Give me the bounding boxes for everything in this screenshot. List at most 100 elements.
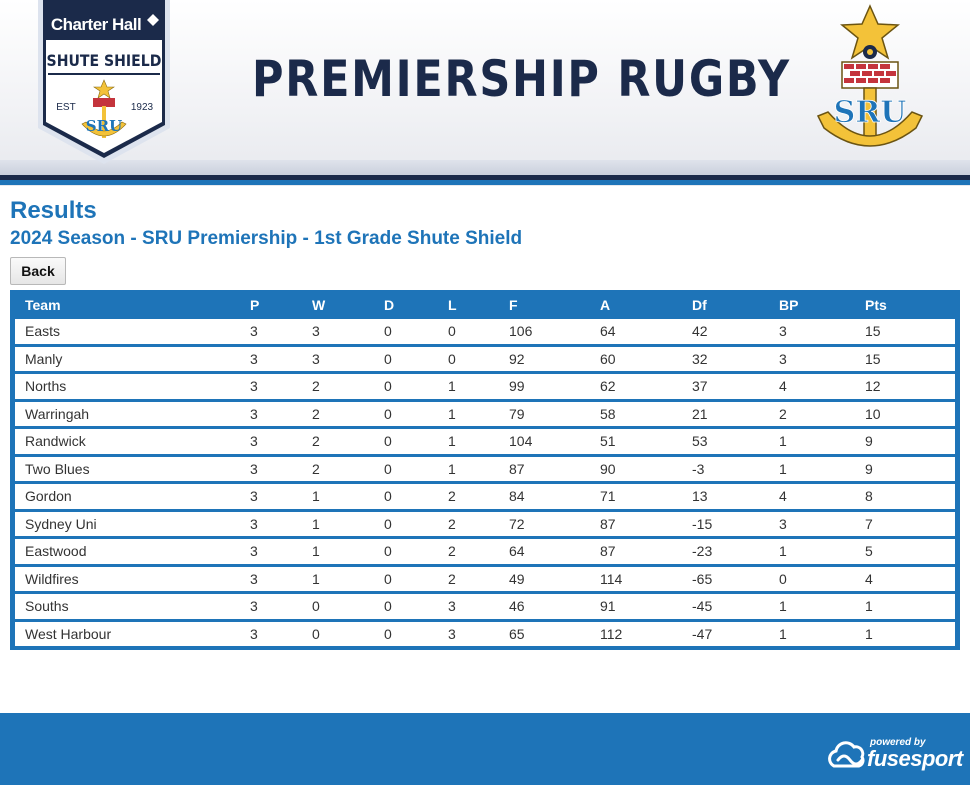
cell-pts: 15	[865, 319, 955, 344]
cell-bp: 4	[779, 484, 865, 509]
cell-w: 1	[312, 566, 384, 591]
cell-d: 0	[384, 401, 448, 426]
cell-bp: 4	[779, 374, 865, 399]
cell-pts: 10	[865, 401, 955, 426]
cell-bp: 1	[779, 429, 865, 454]
table-row: Manly 3 3 0 0 92 60 32 3 15	[15, 346, 955, 371]
cell-df: -45	[692, 594, 779, 619]
cell-p: 3	[250, 511, 312, 536]
cell-w: 1	[312, 511, 384, 536]
cell-bp: 2	[779, 401, 865, 426]
cell-df: 32	[692, 346, 779, 371]
table-row: Randwick 3 2 0 1 104 51 53 1 9	[15, 429, 955, 454]
cell-p: 3	[250, 346, 312, 371]
cell-f: 65	[509, 621, 600, 646]
column-header-l: L	[448, 297, 457, 313]
table-row: Wildfires 3 1 0 2 49 114 -65 0 4	[15, 566, 955, 591]
cell-p: 3	[250, 566, 312, 591]
column-header-a: A	[600, 297, 611, 313]
cell-f: 104	[509, 429, 600, 454]
cell-a: 71	[600, 484, 692, 509]
cell-pts: 1	[865, 594, 955, 619]
results-table: Team P W D L F A Df BP Pts Easts 3 3 0 0 106 64 42 3 15 Man…	[15, 291, 955, 649]
cell-bp: 1	[779, 456, 865, 481]
cell-df: 42	[692, 319, 779, 344]
table-row: Easts 3 3 0 0 106 64 42 3 15	[15, 319, 955, 344]
banner-stripe-light	[0, 160, 970, 176]
cell-a: 64	[600, 319, 692, 344]
badge-org-text: SRU	[86, 117, 122, 135]
cell-f: 84	[509, 484, 600, 509]
cell-l: 3	[448, 621, 509, 646]
cell-df: 13	[692, 484, 779, 509]
cell-bp: 1	[779, 539, 865, 564]
page-title: Results	[10, 197, 97, 224]
cell-team: Easts	[15, 319, 250, 344]
cell-df: -47	[692, 621, 779, 646]
cell-d: 0	[384, 511, 448, 536]
cell-p: 3	[250, 456, 312, 481]
cell-f: 87	[509, 456, 600, 481]
page-subtitle: 2024 Season - SRU Premiership - 1st Grad…	[10, 228, 523, 249]
cell-team: Norths	[15, 374, 250, 399]
column-header-df: Df	[692, 297, 707, 313]
column-header-bp: BP	[779, 297, 799, 313]
cell-w: 3	[312, 319, 384, 344]
cell-a: 87	[600, 539, 692, 564]
cell-pts: 7	[865, 511, 955, 536]
table-row: Sydney Uni 3 1 0 2 72 87 -15 3 7	[15, 511, 955, 536]
cell-f: 46	[509, 594, 600, 619]
footer-powered-by: powered by	[870, 737, 926, 748]
cell-a: 60	[600, 346, 692, 371]
cell-team: Manly	[15, 346, 250, 371]
fusesport-cloud-icon	[828, 741, 865, 768]
cell-pts: 12	[865, 374, 955, 399]
cell-df: -3	[692, 456, 779, 481]
cell-p: 3	[250, 539, 312, 564]
cell-l: 2	[448, 566, 509, 591]
cell-team: Warringah	[15, 401, 250, 426]
cell-l: 2	[448, 511, 509, 536]
cell-w: 2	[312, 401, 384, 426]
table-header-row: Team P W D L F A Df BP Pts	[15, 294, 955, 316]
cell-l: 0	[448, 346, 509, 371]
cell-pts: 9	[865, 429, 955, 454]
cell-pts: 8	[865, 484, 955, 509]
cell-pts: 5	[865, 539, 955, 564]
footer-brand: fusesport	[867, 746, 963, 771]
cell-d: 0	[384, 484, 448, 509]
cell-a: 90	[600, 456, 692, 481]
cell-w: 0	[312, 594, 384, 619]
cell-bp: 3	[779, 346, 865, 371]
cell-l: 1	[448, 401, 509, 426]
cell-team: Sydney Uni	[15, 511, 250, 536]
cell-df: 53	[692, 429, 779, 454]
column-header-f: F	[509, 297, 518, 313]
cell-team: Gordon	[15, 484, 250, 509]
cell-d: 0	[384, 456, 448, 481]
cell-a: 58	[600, 401, 692, 426]
column-header-w: W	[312, 297, 326, 313]
cell-l: 0	[448, 319, 509, 344]
cell-df: 21	[692, 401, 779, 426]
table-row: Norths 3 2 0 1 99 62 37 4 12	[15, 374, 955, 399]
cell-d: 0	[384, 594, 448, 619]
sru-logo-text: SRU	[834, 95, 907, 130]
back-button[interactable]: Back	[10, 257, 66, 285]
column-header-p: P	[250, 297, 260, 313]
cell-d: 0	[384, 374, 448, 399]
column-header-d: D	[384, 297, 395, 313]
cell-d: 0	[384, 319, 448, 344]
header-banner: Charter Hall SHUTE SHIELD EST 1923 SRU P…	[0, 0, 970, 186]
shute-shield-badge-icon: Charter Hall SHUTE SHIELD EST 1923 SRU	[38, 0, 170, 164]
cell-bp: 0	[779, 566, 865, 591]
table-row: Eastwood 3 1 0 2 64 87 -23 1 5	[15, 539, 955, 564]
cell-d: 0	[384, 539, 448, 564]
column-header-team: Team	[25, 297, 61, 313]
cell-pts: 15	[865, 346, 955, 371]
cell-team: Two Blues	[15, 456, 250, 481]
cell-pts: 9	[865, 456, 955, 481]
table-row: Warringah 3 2 0 1 79 58 21 2 10	[15, 401, 955, 426]
cell-team: Eastwood	[15, 539, 250, 564]
cell-l: 1	[448, 429, 509, 454]
